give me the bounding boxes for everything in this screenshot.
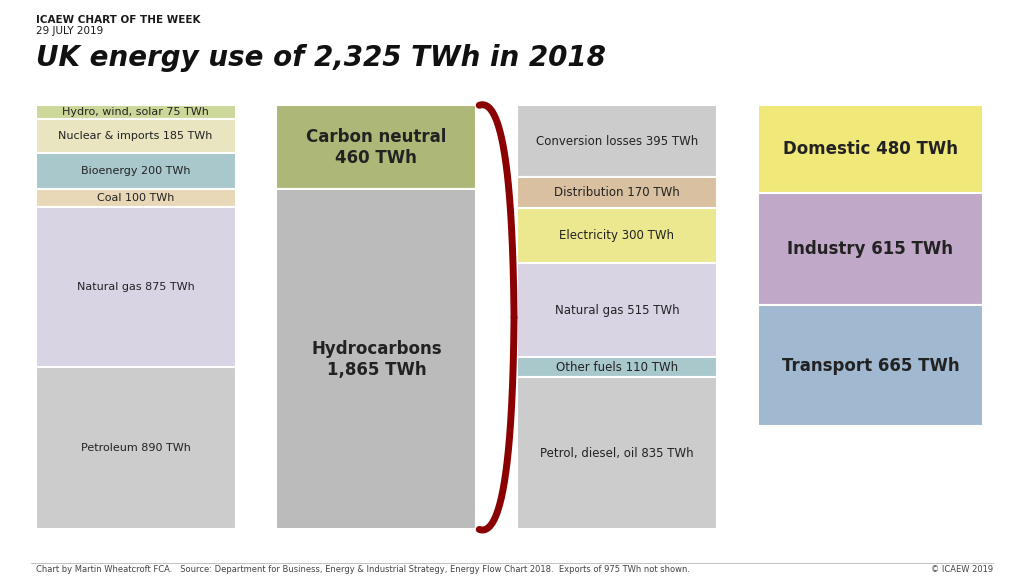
Text: Bioenergy 200 TWh: Bioenergy 200 TWh xyxy=(81,166,190,176)
Bar xyxy=(276,105,476,189)
Bar xyxy=(517,377,717,529)
Bar xyxy=(36,105,236,119)
Bar xyxy=(517,208,717,263)
Bar xyxy=(517,357,717,377)
Text: ICAEW CHART OF THE WEEK: ICAEW CHART OF THE WEEK xyxy=(36,15,201,25)
Text: © ICAEW 2019: © ICAEW 2019 xyxy=(931,566,993,574)
Bar xyxy=(36,189,236,208)
Text: Domestic 480 TWh: Domestic 480 TWh xyxy=(783,140,957,158)
Text: 29 JULY 2019: 29 JULY 2019 xyxy=(36,26,103,36)
Text: Hydro, wind, solar 75 TWh: Hydro, wind, solar 75 TWh xyxy=(62,107,209,117)
Text: Petrol, diesel, oil 835 TWh: Petrol, diesel, oil 835 TWh xyxy=(540,447,694,460)
Text: Other fuels 110 TWh: Other fuels 110 TWh xyxy=(556,360,678,374)
Text: Electricity 300 TWh: Electricity 300 TWh xyxy=(559,229,675,242)
Bar xyxy=(517,105,717,177)
Bar xyxy=(36,119,236,153)
Text: Hydrocarbons
1,865 TWh: Hydrocarbons 1,865 TWh xyxy=(311,340,441,378)
Text: Nuclear & imports 185 TWh: Nuclear & imports 185 TWh xyxy=(58,131,213,141)
Bar xyxy=(517,263,717,357)
Text: Coal 100 TWh: Coal 100 TWh xyxy=(97,193,174,204)
Text: Natural gas 515 TWh: Natural gas 515 TWh xyxy=(555,304,679,316)
Bar xyxy=(276,189,476,529)
Bar xyxy=(36,153,236,189)
Text: Chart by Martin Wheatcroft FCA.   Source: Department for Business, Energy & Indu: Chart by Martin Wheatcroft FCA. Source: … xyxy=(36,566,690,574)
Bar xyxy=(36,367,236,529)
Text: Distribution 170 TWh: Distribution 170 TWh xyxy=(554,187,680,199)
Text: Industry 615 TWh: Industry 615 TWh xyxy=(787,240,953,258)
Text: UK energy use of 2,325 TWh in 2018: UK energy use of 2,325 TWh in 2018 xyxy=(36,44,606,72)
Text: Natural gas 875 TWh: Natural gas 875 TWh xyxy=(77,283,195,292)
Text: Transport 665 TWh: Transport 665 TWh xyxy=(781,357,959,375)
Text: Carbon neutral
460 TWh: Carbon neutral 460 TWh xyxy=(306,128,446,167)
Bar xyxy=(517,177,717,208)
Bar xyxy=(758,105,983,193)
Text: Conversion losses 395 TWh: Conversion losses 395 TWh xyxy=(536,135,698,148)
Bar xyxy=(758,305,983,426)
Bar xyxy=(36,208,236,367)
Bar xyxy=(758,193,983,305)
Text: Petroleum 890 TWh: Petroleum 890 TWh xyxy=(81,443,190,453)
